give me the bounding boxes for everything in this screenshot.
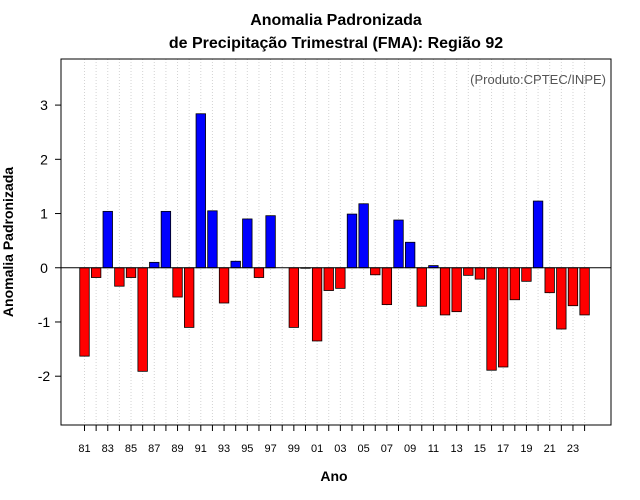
bar-2002 xyxy=(323,267,334,291)
x-axis-label: Ano xyxy=(320,468,347,484)
bar-2009 xyxy=(404,241,416,269)
bar-1981 xyxy=(79,267,90,357)
bar-2024 xyxy=(579,267,590,316)
bar-2022 xyxy=(556,267,567,330)
bar-2007 xyxy=(381,267,393,306)
x-tick-label: 81 xyxy=(78,443,90,455)
bar-1996 xyxy=(253,267,265,278)
y-tick-label: 3 xyxy=(40,97,48,113)
x-tick-label: 87 xyxy=(148,443,160,455)
x-tick-label: 21 xyxy=(544,443,556,455)
x-tick-label: 15 xyxy=(474,443,486,455)
bar-2018 xyxy=(509,267,520,301)
x-tick-label: 93 xyxy=(218,443,230,455)
y-tick-label: 2 xyxy=(40,151,48,167)
x-tick-label: 05 xyxy=(357,443,369,455)
bar-2017 xyxy=(498,267,509,368)
bar-2013 xyxy=(451,267,462,313)
bar-1992 xyxy=(207,210,218,269)
bars xyxy=(79,113,590,372)
x-tick-label: 13 xyxy=(451,443,463,455)
x-tick-label: 03 xyxy=(334,443,346,455)
credit-text: (Produto:CPTEC/INPE) xyxy=(470,72,606,87)
bar-1982 xyxy=(90,267,102,278)
bar-2004 xyxy=(346,213,358,269)
x-tick-label: 09 xyxy=(404,443,416,455)
chart-title: Anomalia Padronizada xyxy=(250,12,422,29)
bar-1995 xyxy=(242,218,253,269)
bar-2023 xyxy=(567,267,579,307)
x-tick-label: 95 xyxy=(241,443,253,455)
x-tick-label: 19 xyxy=(520,443,532,455)
bar-1988 xyxy=(160,210,172,269)
x-tick-label: 85 xyxy=(125,443,137,455)
bar-2005 xyxy=(358,203,369,269)
y-tick-label: -1 xyxy=(38,314,51,330)
bar-1991 xyxy=(195,113,206,269)
bar-1990 xyxy=(184,267,195,328)
x-axis: 81 83 85 87 89 91 93 95 97 99 01 03 05 07 09 11 13 15 17 19… xyxy=(78,425,586,455)
plot-frame xyxy=(60,58,612,426)
bar-1987 xyxy=(149,261,160,269)
bar-2019 xyxy=(521,267,532,282)
bar-2020 xyxy=(532,200,544,269)
bar-1985 xyxy=(125,267,137,278)
x-tick-label: 23 xyxy=(567,443,579,455)
x-tick-label: 07 xyxy=(381,443,393,455)
x-tick-label: 97 xyxy=(264,443,276,455)
x-tick-label: 91 xyxy=(195,443,207,455)
grid-lines xyxy=(84,59,586,425)
bar-1989 xyxy=(172,267,183,298)
y-tick-label: -2 xyxy=(38,368,51,384)
bar-1993 xyxy=(218,267,230,304)
bar-2021 xyxy=(544,267,555,294)
y-tick-label: 0 xyxy=(40,260,48,276)
x-tick-label: 99 xyxy=(288,443,300,455)
bar-1999 xyxy=(288,267,299,328)
bar-1983 xyxy=(102,210,113,269)
bar-2008 xyxy=(393,219,404,269)
bar-2003 xyxy=(335,267,346,289)
y-axis-label: Anomalia Padronizada xyxy=(0,167,16,317)
x-tick-label: 11 xyxy=(428,443,439,455)
y-tick-label: 1 xyxy=(40,206,48,222)
x-tick-label: 01 xyxy=(311,443,323,455)
x-tick-label: 17 xyxy=(497,443,509,455)
bar-2001 xyxy=(311,267,323,342)
y-axis: -2 -1 0 1 2 3 xyxy=(38,97,61,384)
bar-2016 xyxy=(486,267,497,371)
bar-2015 xyxy=(474,267,486,280)
x-tick-label: 83 xyxy=(102,443,114,455)
bar-1986 xyxy=(137,267,148,372)
bar-2012 xyxy=(439,267,451,316)
bar-2006 xyxy=(370,267,381,276)
bar-2014 xyxy=(463,267,474,276)
bar-2010 xyxy=(416,267,427,307)
x-tick-label: 89 xyxy=(171,443,183,455)
chart-subtitle: de Precipitação Trimestral (FMA): Região… xyxy=(169,35,503,52)
bar-1994 xyxy=(230,260,241,269)
bar-1997 xyxy=(265,215,276,269)
bar-1984 xyxy=(114,267,125,287)
